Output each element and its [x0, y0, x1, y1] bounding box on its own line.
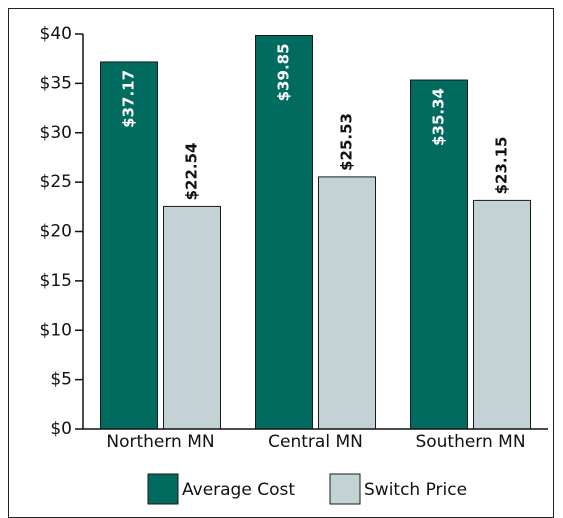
y-tick-label: $40 [40, 24, 72, 44]
legend-swatch [147, 473, 179, 505]
x-tick-label: Southern MN [415, 432, 525, 452]
y-tick-label: $0 [50, 419, 72, 439]
y-tick-label: $25 [40, 172, 72, 192]
value-label: $23.15 [493, 137, 511, 195]
legend-label: Switch Price [364, 480, 467, 500]
value-label: $35.34 [430, 88, 448, 146]
bar [163, 205, 221, 430]
legend-label: Average Cost [182, 480, 295, 500]
y-tick-label: $30 [40, 123, 72, 143]
value-label: $25.53 [338, 113, 356, 171]
bar [410, 79, 468, 430]
y-tick-label: $15 [40, 271, 72, 291]
y-tick-label: $10 [40, 320, 72, 340]
y-tick-label: $5 [50, 370, 72, 390]
y-tick-label: $20 [40, 222, 72, 242]
value-label: $37.17 [120, 70, 138, 128]
x-tick-label: Central MN [268, 432, 363, 452]
y-tick-label: $35 [40, 73, 72, 93]
x-tick-label: Northern MN [106, 432, 214, 452]
bar [473, 199, 531, 430]
bar [100, 61, 158, 430]
bar [255, 34, 313, 430]
value-label: $39.85 [275, 43, 293, 101]
value-label: $22.54 [183, 143, 201, 201]
bar [318, 176, 376, 430]
legend-swatch [329, 473, 361, 505]
